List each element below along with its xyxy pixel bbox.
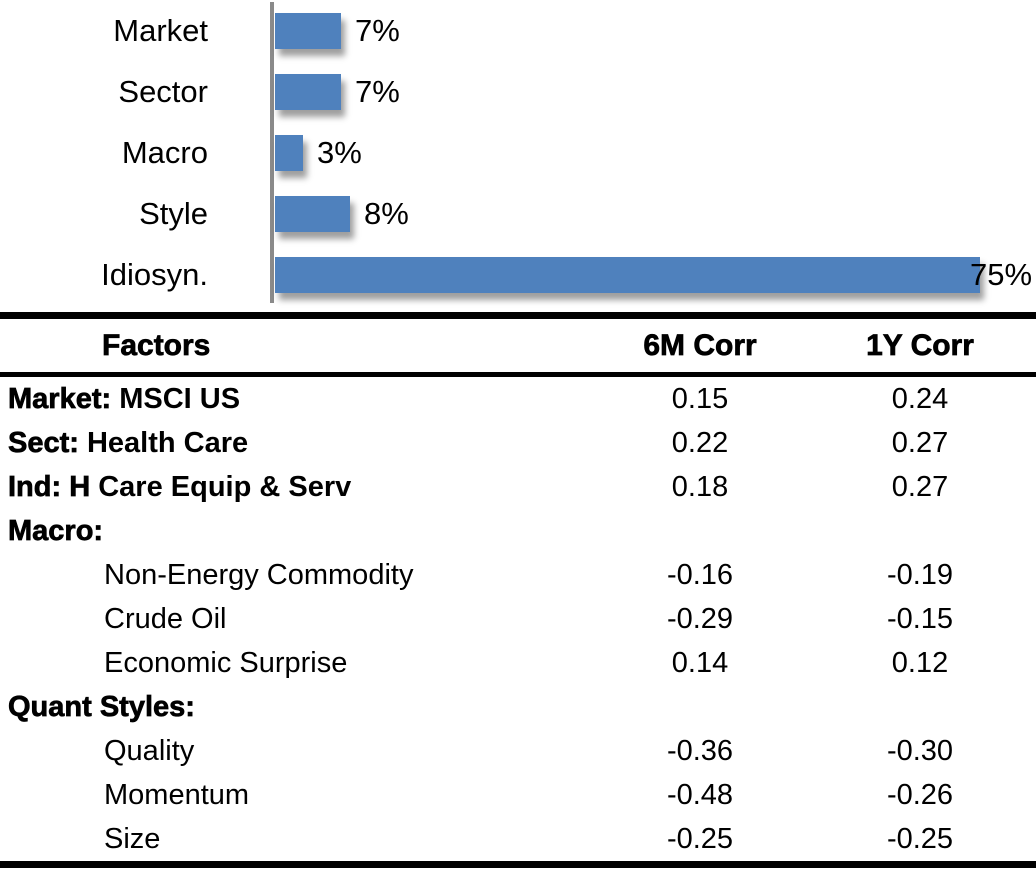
factor-name: Size <box>104 822 161 855</box>
factor-name: Care Equip & Serv <box>90 470 352 503</box>
factor-label: Macro: <box>0 514 560 548</box>
factor-name: Quality <box>104 734 195 767</box>
bar <box>275 196 350 232</box>
table-row: Crude Oil -0.29 -0.15 <box>0 597 1036 641</box>
bar <box>275 135 303 171</box>
category-label: Idiosyn. <box>101 257 208 292</box>
value-label: 75% <box>970 257 1033 292</box>
factor-label: Market: MSCI US <box>0 382 560 416</box>
corr-6m-value: 0.22 <box>671 426 729 459</box>
corr-1y-value: 0.27 <box>891 470 949 503</box>
table-row: Sect: Health Care 0.22 0.27 <box>0 421 1036 465</box>
bar <box>275 13 341 49</box>
category-label: Macro <box>121 135 208 170</box>
factor-name: Health Care <box>78 426 249 459</box>
corr-1y-value: -0.25 <box>886 822 954 855</box>
factor-correlation-table: Factors 6M Corr 1Y Corr Market: MSCI US 0… <box>0 312 1036 868</box>
factor-label: Non-Energy Commodity <box>0 559 560 592</box>
table-row: Macro: <box>0 509 1036 553</box>
factor-label: Crude Oil <box>0 603 560 636</box>
value-label: 7% <box>355 13 400 48</box>
factor-label: Momentum <box>0 779 560 812</box>
category-label: Market <box>113 13 208 48</box>
category-label: Style <box>139 196 208 231</box>
column-header-6m-corr: 6M Corr <box>643 328 757 362</box>
value-label: 7% <box>355 74 400 109</box>
table-row: Ind: H Care Equip & Serv 0.18 0.27 <box>0 465 1036 509</box>
factor-label: Economic Surprise <box>0 647 560 680</box>
bar <box>275 74 341 110</box>
corr-1y-value: -0.19 <box>886 558 954 591</box>
factor-name: Momentum <box>104 778 250 811</box>
corr-6m-value: -0.29 <box>666 602 734 635</box>
table-row: Size -0.25 -0.25 <box>0 817 1036 861</box>
corr-6m-value: -0.36 <box>666 734 734 767</box>
column-header-1y-corr: 1Y Corr <box>866 328 975 362</box>
table-row: Momentum -0.48 -0.26 <box>0 773 1036 817</box>
factor-name: MSCI US <box>111 382 241 415</box>
table-body: Market: MSCI US 0.15 0.24 Sect: Health Care… <box>0 377 1036 868</box>
table-row: Quant Styles: <box>0 685 1036 729</box>
factor-name: Economic Surprise <box>104 646 348 679</box>
factor-name: Non-Energy Commodity <box>104 558 414 591</box>
corr-1y-value: -0.26 <box>886 778 954 811</box>
chart-baseline-axis <box>270 2 274 303</box>
corr-1y-value: 0.12 <box>891 646 949 679</box>
corr-6m-value: -0.16 <box>666 558 734 591</box>
column-header-factors: Factors <box>102 328 211 362</box>
corr-1y-value: -0.30 <box>886 734 954 767</box>
corr-6m-value: 0.14 <box>671 646 729 679</box>
factor-label: Quant Styles: <box>0 690 560 724</box>
corr-6m-value: 0.15 <box>671 382 729 415</box>
table-header-row: Factors 6M Corr 1Y Corr <box>0 319 1036 377</box>
corr-6m-value: -0.25 <box>666 822 734 855</box>
factor-prefix: Quant Styles: <box>8 690 196 723</box>
table-row: Economic Surprise 0.14 0.12 <box>0 641 1036 685</box>
factor-label: Sect: Health Care <box>0 426 560 460</box>
table-row: Non-Energy Commodity -0.16 -0.19 <box>0 553 1036 597</box>
corr-1y-value: 0.24 <box>891 382 949 415</box>
table-row: Market: MSCI US 0.15 0.24 <box>0 377 1036 421</box>
corr-6m-value: -0.48 <box>666 778 734 811</box>
factor-prefix: Market: <box>8 382 112 415</box>
factor-label: Ind: H Care Equip & Serv <box>0 470 560 504</box>
factor-prefix: Macro: <box>8 514 104 547</box>
factor-label: Size <box>0 823 560 856</box>
factor-prefix: Ind: H <box>8 470 91 503</box>
corr-6m-value: 0.18 <box>671 470 729 503</box>
value-label: 3% <box>317 135 362 170</box>
value-label: 8% <box>364 196 409 231</box>
bar <box>275 257 980 293</box>
factor-label: Quality <box>0 735 560 768</box>
category-label: Sector <box>118 74 208 109</box>
table-row: Quality -0.36 -0.30 <box>0 729 1036 773</box>
factor-name: Crude Oil <box>104 602 227 635</box>
corr-1y-value: 0.27 <box>891 426 949 459</box>
risk-decomposition-bar-chart: Market 7% Sector 7% Macro 3% Style 8% Idiosyn. 75… <box>0 0 1036 312</box>
corr-1y-value: -0.15 <box>886 602 954 635</box>
factor-prefix: Sect: <box>8 426 80 459</box>
